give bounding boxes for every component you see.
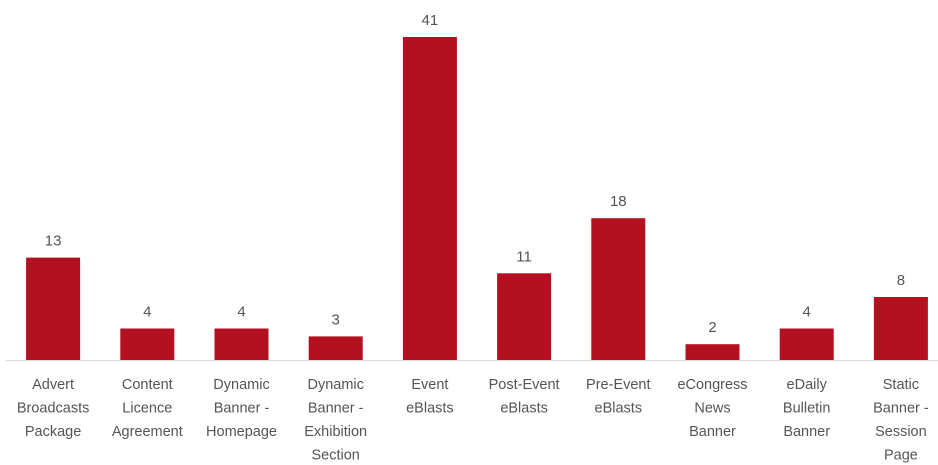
category-label-line: Event xyxy=(411,377,448,393)
category-label-line: Session xyxy=(875,424,927,440)
category-label-line: Licence xyxy=(122,401,172,417)
category-label-line: eDaily xyxy=(787,377,828,393)
category-label-1: Content Licence Agreement xyxy=(112,377,183,440)
bar-6 xyxy=(591,218,646,360)
data-label-9: 8 xyxy=(897,272,905,289)
category-label-8: eDaily Bulletin Banner xyxy=(783,377,831,440)
data-label-8: 4 xyxy=(803,304,811,321)
data-label-2: 4 xyxy=(237,304,245,321)
category-label-4: Event eBlasts xyxy=(406,377,454,417)
category-label-line: Package xyxy=(25,424,81,440)
bars-group xyxy=(26,37,928,360)
category-label-line: Banner - xyxy=(308,401,364,417)
category-labels-group: Advert Broadcasts Package Content Licence Agr… xyxy=(17,377,929,464)
data-label-6: 18 xyxy=(610,193,627,210)
category-label-6: Pre-Event eBlasts xyxy=(586,377,650,417)
category-label-line: Pre-Event xyxy=(586,377,650,393)
data-label-4: 41 xyxy=(422,12,439,29)
bar-7 xyxy=(685,344,740,360)
category-label-line: Banner xyxy=(689,424,736,440)
data-label-3: 3 xyxy=(332,311,340,328)
category-label-line: News xyxy=(694,401,730,417)
data-label-7: 2 xyxy=(708,319,716,336)
category-label-line: Section xyxy=(312,448,360,464)
data-labels-group: 13 4 4 3 41 11 18 2 4 8 xyxy=(45,12,905,336)
category-label-line: eBlasts xyxy=(595,401,643,417)
category-label-line: Homepage xyxy=(206,424,277,440)
bar-8 xyxy=(779,328,834,360)
category-label-line: Banner - xyxy=(873,401,929,417)
bar-5 xyxy=(497,273,552,360)
category-label-7: eCongress News Banner xyxy=(677,377,747,440)
bar-4 xyxy=(402,37,457,360)
category-label-line: Post-Event xyxy=(489,377,560,393)
category-label-line: Content xyxy=(122,377,173,393)
data-label-0: 13 xyxy=(45,233,62,250)
category-label-line: eBlasts xyxy=(406,401,454,417)
category-label-line: Static xyxy=(883,377,919,393)
category-label-9: Static Banner - Session Page xyxy=(873,377,929,464)
category-label-line: Broadcasts xyxy=(17,401,90,417)
category-label-line: Page xyxy=(884,448,918,464)
bar-1 xyxy=(120,328,175,360)
category-label-line: Dynamic xyxy=(307,377,363,393)
category-label-line: Bulletin xyxy=(783,401,831,417)
bar-2 xyxy=(214,328,269,360)
category-label-line: Dynamic xyxy=(213,377,269,393)
category-label-line: Banner xyxy=(783,424,830,440)
data-label-1: 4 xyxy=(143,304,151,321)
category-label-line: Advert xyxy=(32,377,74,393)
category-label-0: Advert Broadcasts Package xyxy=(17,377,90,440)
bar-3 xyxy=(308,336,363,360)
bar-9 xyxy=(873,297,928,360)
category-label-5: Post-Event eBlasts xyxy=(489,377,560,417)
category-label-line: Agreement xyxy=(112,424,183,440)
category-label-line: eBlasts xyxy=(500,401,548,417)
category-label-line: eCongress xyxy=(677,377,747,393)
data-label-5: 11 xyxy=(516,248,532,265)
category-label-3: Dynamic Banner - Exhibition Section xyxy=(304,377,367,464)
category-label-line: Banner - xyxy=(214,401,270,417)
category-label-line: Exhibition xyxy=(304,424,367,440)
category-label-2: Dynamic Banner - Homepage xyxy=(206,377,277,440)
bar-0 xyxy=(26,257,81,360)
